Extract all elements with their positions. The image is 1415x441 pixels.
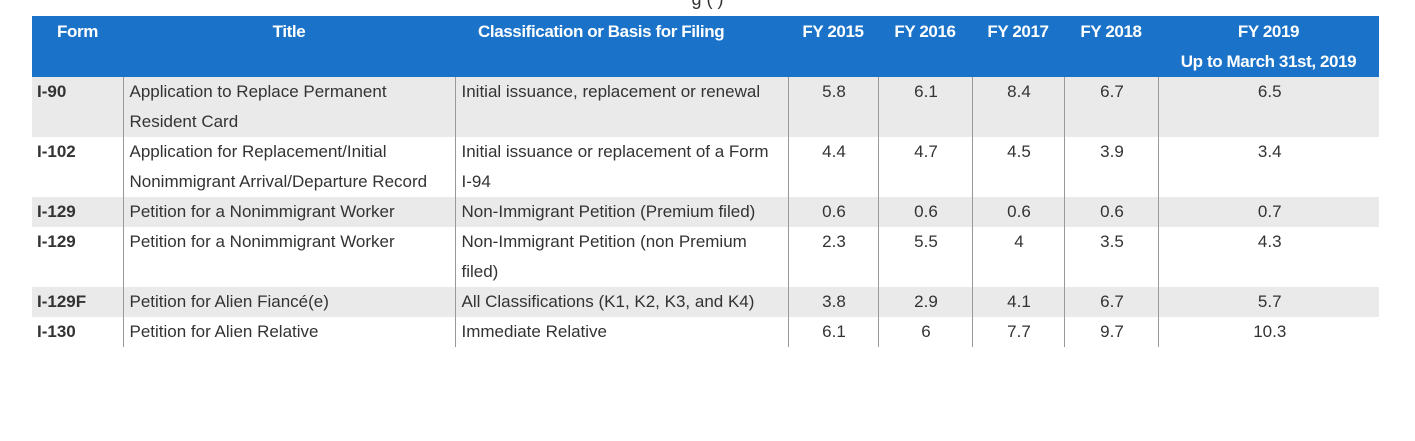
cell-fy2015: 5.8 xyxy=(787,77,878,137)
cell-fy2016: 6 xyxy=(877,317,972,347)
cell-fy2016: 0.6 xyxy=(877,197,972,227)
cell-fy2017: 4.1 xyxy=(971,287,1064,317)
cell-fy2017: 7.7 xyxy=(971,317,1064,347)
header-form: Form xyxy=(32,16,123,77)
cell-form: I-102 xyxy=(32,137,123,197)
cell-form: I-130 xyxy=(32,317,123,347)
table-row: I-130 Petition for Alien Relative Immedi… xyxy=(32,317,1379,347)
cell-fy2015: 4.4 xyxy=(787,137,878,197)
header-fy2019-label: FY 2019 xyxy=(1237,22,1300,41)
cell-title: Application to Replace Permanent Residen… xyxy=(122,77,455,137)
table-row: I-102 Application for Replacement/Initia… xyxy=(32,137,1379,197)
header-row: Form Title Classification or Basis for F… xyxy=(32,16,1379,77)
cell-fy2019: 10.3 xyxy=(1157,317,1379,347)
cell-classification: Non-Immigrant Petition (Premium filed) xyxy=(454,197,788,227)
cell-fy2019: 0.7 xyxy=(1157,197,1379,227)
cell-fy2015: 0.6 xyxy=(787,197,878,227)
cell-form: I-129F xyxy=(32,287,123,317)
header-classification: Classification or Basis for Filing xyxy=(455,16,788,77)
table-row: I-90 Application to Replace Permanent Re… xyxy=(32,77,1379,137)
cell-title: Petition for Alien Fiancé(e) xyxy=(122,287,455,317)
table-row: I-129F Petition for Alien Fiancé(e) All … xyxy=(32,287,1379,317)
cell-fy2016: 6.1 xyxy=(877,77,972,137)
cell-form: I-129 xyxy=(32,227,123,287)
cell-fy2019: 4.3 xyxy=(1157,227,1379,287)
cell-fy2018: 0.6 xyxy=(1063,197,1158,227)
cell-title: Petition for Alien Relative xyxy=(122,317,455,347)
header-fy2016: FY 2016 xyxy=(878,16,972,77)
cell-fy2016: 4.7 xyxy=(877,137,972,197)
caption-fragment: g ( ) xyxy=(0,0,1415,10)
cell-form: I-90 xyxy=(32,77,123,137)
processing-times-table: Form Title Classification or Basis for F… xyxy=(32,16,1379,347)
header-fy2018: FY 2018 xyxy=(1064,16,1158,77)
cell-classification: Immediate Relative xyxy=(454,317,788,347)
cell-fy2017: 4.5 xyxy=(971,137,1064,197)
cell-fy2018: 6.7 xyxy=(1063,287,1158,317)
cell-title: Application for Replacement/Initial Noni… xyxy=(122,137,455,197)
cut-off-caption: g ( ) xyxy=(0,0,1415,16)
header-fy2019: FY 2019 Up to March 31st, 2019 xyxy=(1158,16,1379,77)
cell-classification: All Classifications (K1, K2, K3, and K4) xyxy=(454,287,788,317)
cell-fy2016: 5.5 xyxy=(877,227,972,287)
cell-fy2015: 3.8 xyxy=(787,287,878,317)
header-fy2019-sublabel: Up to March 31st, 2019 xyxy=(1180,52,1357,71)
header-fy2017: FY 2017 xyxy=(972,16,1064,77)
cell-fy2019: 6.5 xyxy=(1157,77,1379,137)
cell-fy2017: 8.4 xyxy=(971,77,1064,137)
cell-fy2017: 0.6 xyxy=(971,197,1064,227)
cell-fy2015: 6.1 xyxy=(787,317,878,347)
cell-form: I-129 xyxy=(32,197,123,227)
cell-fy2018: 3.9 xyxy=(1063,137,1158,197)
cell-fy2018: 6.7 xyxy=(1063,77,1158,137)
cell-classification: Initial issuance, replacement or renewal xyxy=(454,77,788,137)
cell-fy2018: 3.5 xyxy=(1063,227,1158,287)
cell-fy2019: 5.7 xyxy=(1157,287,1379,317)
table-body: I-90 Application to Replace Permanent Re… xyxy=(32,77,1379,347)
cell-title: Petition for a Nonimmigrant Worker xyxy=(122,227,455,287)
header-title: Title xyxy=(123,16,455,77)
cell-fy2015: 2.3 xyxy=(787,227,878,287)
cell-fy2016: 2.9 xyxy=(877,287,972,317)
table-row: I-129 Petition for a Nonimmigrant Worker… xyxy=(32,227,1379,287)
cell-classification: Non-Immigrant Petition (non Premium file… xyxy=(454,227,788,287)
cell-title: Petition for a Nonimmigrant Worker xyxy=(122,197,455,227)
cell-fy2018: 9.7 xyxy=(1063,317,1158,347)
cell-fy2017: 4 xyxy=(971,227,1064,287)
cell-fy2019: 3.4 xyxy=(1157,137,1379,197)
table-header: Form Title Classification or Basis for F… xyxy=(32,16,1379,77)
table-row: I-129 Petition for a Nonimmigrant Worker… xyxy=(32,197,1379,227)
header-fy2015: FY 2015 xyxy=(788,16,878,77)
cell-classification: Initial issuance or replacement of a For… xyxy=(454,137,788,197)
